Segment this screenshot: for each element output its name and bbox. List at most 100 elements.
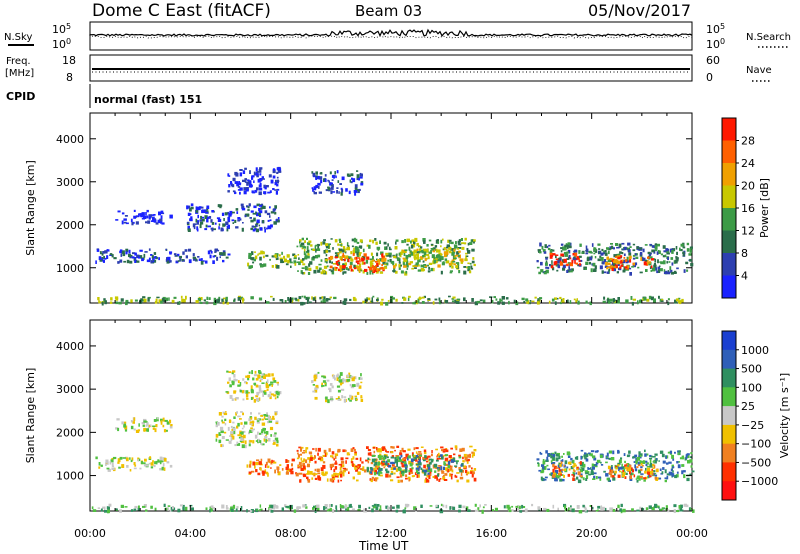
- data-cell: [415, 262, 419, 265]
- data-cell: [330, 190, 333, 195]
- data-cell: [299, 244, 303, 248]
- data-cell: [474, 301, 478, 306]
- data-cell: [225, 221, 229, 226]
- data-cell: [593, 247, 597, 252]
- data-cell: [552, 463, 555, 468]
- data-cell: [331, 451, 335, 455]
- data-patch: [91, 503, 695, 514]
- data-cell: [583, 463, 586, 468]
- data-cell: [558, 472, 560, 476]
- data-cell: [271, 417, 275, 420]
- data-cell: [541, 477, 545, 482]
- data-cell: [662, 255, 666, 258]
- data-cell: [568, 262, 570, 267]
- data-cell: [245, 375, 248, 378]
- data-cell: [92, 509, 97, 512]
- data-cell: [343, 248, 346, 253]
- data-cell: [307, 479, 311, 483]
- data-cell: [266, 388, 269, 391]
- data-cell: [600, 464, 604, 466]
- data-cell: [167, 505, 171, 507]
- data-cell: [337, 260, 340, 262]
- data-cell: [356, 241, 360, 244]
- data-cell: [149, 424, 152, 427]
- data-cell: [620, 503, 623, 508]
- data-cell: [335, 398, 339, 400]
- data-cell: [266, 301, 270, 304]
- data-cell: [407, 448, 411, 451]
- data-cell: [623, 269, 626, 273]
- data-cell: [418, 474, 420, 478]
- data-cell: [579, 243, 582, 247]
- data-cell: [142, 296, 146, 299]
- data-cell: [113, 257, 117, 260]
- data-cell: [190, 206, 194, 210]
- data-cell: [146, 259, 151, 263]
- data-cell: [422, 254, 425, 258]
- data-cell: [303, 251, 306, 255]
- data-cell: [249, 460, 252, 465]
- data-cell: [254, 416, 257, 420]
- data-cell: [289, 258, 292, 263]
- data-cell: [667, 451, 670, 454]
- data-cell: [678, 505, 681, 509]
- data-cell: [313, 191, 315, 193]
- data-cell: [572, 465, 576, 468]
- data-cell: [521, 506, 526, 508]
- data-cell: [285, 466, 289, 470]
- data-cell: [623, 468, 626, 472]
- data-cell: [580, 455, 583, 460]
- data-cell: [552, 504, 555, 509]
- data-cell: [390, 473, 394, 475]
- data-cell: [574, 464, 577, 467]
- data-cell: [617, 464, 620, 467]
- data-cell: [550, 265, 554, 269]
- data-cell: [418, 451, 422, 453]
- data-cell: [254, 370, 257, 374]
- data-cell: [609, 466, 613, 471]
- data-cell: [300, 467, 304, 471]
- data-cell: [211, 210, 215, 213]
- data-cell: [109, 253, 113, 256]
- data-cell: [341, 378, 345, 383]
- data-cell: [393, 472, 396, 475]
- data-cell: [219, 426, 224, 431]
- data-cell: [213, 301, 217, 306]
- data-cell: [273, 461, 277, 464]
- data-cell: [111, 462, 114, 466]
- data-cell: [278, 254, 281, 257]
- data-cell: [207, 225, 211, 228]
- data-cell: [412, 458, 415, 461]
- data-cell: [328, 260, 331, 264]
- data-cell: [562, 247, 566, 251]
- data-cell: [624, 460, 626, 463]
- data-cell: [381, 448, 385, 451]
- data-cell: [129, 457, 131, 460]
- data-cell: [334, 256, 338, 259]
- data-cell: [466, 461, 469, 464]
- colorbar-swatch: [722, 443, 736, 463]
- data-patch: [95, 456, 173, 472]
- data-cell: [409, 250, 412, 254]
- data-cell: [279, 257, 283, 261]
- data-cell: [390, 260, 395, 264]
- data-cell: [608, 457, 611, 460]
- data-cell: [610, 265, 613, 270]
- data-cell: [135, 216, 138, 218]
- data-cell: [479, 299, 483, 302]
- data-cell: [553, 472, 556, 476]
- data-cell: [403, 457, 407, 459]
- data-cell: [97, 297, 100, 301]
- data-cell: [652, 470, 656, 472]
- data-cell: [559, 463, 562, 467]
- data-cell: [293, 260, 297, 264]
- data-cell: [627, 242, 631, 246]
- data-cell: [385, 463, 388, 466]
- data-cell: [340, 479, 342, 482]
- data-cell: [259, 173, 262, 176]
- data-cell: [226, 228, 229, 232]
- data-cell: [130, 420, 133, 423]
- data-cell: [308, 240, 312, 243]
- data-cell: [262, 428, 266, 431]
- data-cell: [556, 297, 559, 300]
